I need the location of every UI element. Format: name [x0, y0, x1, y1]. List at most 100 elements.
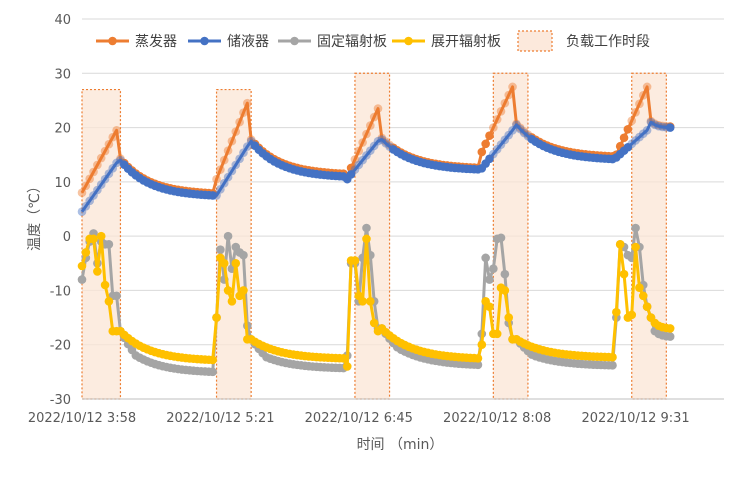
evaporator-point — [373, 104, 383, 113]
evaporator-point — [112, 125, 121, 135]
evaporator-point — [638, 91, 648, 100]
deployed-panel-point — [93, 267, 102, 276]
evaporator-point — [235, 117, 244, 127]
fixed-panel-point — [496, 233, 506, 243]
evaporator-point — [227, 136, 237, 146]
reservoir-point — [108, 163, 118, 173]
legend-label: 负载工作时段 — [566, 34, 650, 50]
fixed-panel-point — [489, 264, 498, 274]
fixed-panel-point — [239, 250, 248, 260]
deployed-panel-point — [339, 353, 348, 363]
reservoir-point — [96, 180, 106, 189]
evaporator-point — [508, 82, 517, 92]
evaporator-point — [619, 133, 629, 143]
reservoir-point — [638, 129, 648, 138]
reservoir-point — [227, 166, 237, 176]
reservoir-point — [235, 154, 244, 164]
deployed-panel-point — [77, 261, 87, 271]
y-tick-label: -10 — [50, 284, 71, 299]
reservoir-point — [354, 160, 364, 170]
evaporator-point — [366, 121, 375, 130]
evaporator-point — [93, 160, 102, 170]
reservoir-point — [642, 125, 652, 135]
deployed-panel-point — [100, 280, 110, 290]
fixed-panel-point — [77, 275, 87, 284]
reservoir-point — [623, 142, 633, 152]
evaporator-point — [362, 129, 371, 139]
x-tick-label: 2022/10/12 5:21 — [166, 411, 274, 426]
x-tick-label: 2022/10/12 3:58 — [28, 411, 136, 426]
legend-marker — [290, 36, 299, 46]
reservoir-point — [635, 132, 644, 142]
fixed-panel-point — [216, 245, 225, 255]
reservoir-point — [665, 123, 675, 132]
y-axis-label: 温度（℃） — [27, 179, 43, 251]
evaporator-point — [85, 174, 94, 184]
legend-label: 展开辐射板 — [431, 34, 501, 50]
reservoir-point — [93, 185, 102, 195]
evaporator-point — [354, 146, 364, 156]
fixed-panel-point — [104, 239, 114, 249]
reservoir-point — [658, 122, 667, 132]
evaporator-point — [485, 131, 494, 141]
evaporator-point — [216, 165, 225, 174]
y-tick-label: 0 — [63, 230, 71, 245]
fixed-panel-point — [631, 223, 640, 233]
deployed-panel-point — [473, 353, 483, 363]
deployed-panel-point — [208, 355, 218, 365]
reservoir-point — [508, 125, 517, 135]
reservoir-point — [500, 135, 510, 145]
reservoir-point — [85, 196, 94, 206]
fixed-panel-point — [608, 361, 617, 370]
reservoir-point — [519, 128, 529, 138]
deployed-panel-point — [608, 352, 617, 362]
reservoir-point — [81, 201, 91, 211]
load-period-bands — [81, 72, 667, 400]
legend-marker — [200, 36, 209, 46]
deployed-panel-point — [492, 329, 502, 339]
reservoir-point — [231, 160, 241, 170]
fixed-panel-point — [665, 332, 675, 341]
y-tick-label: 20 — [54, 122, 71, 137]
evaporator-point — [623, 124, 633, 134]
fixed-panel-point — [485, 275, 494, 284]
evaporator-point — [223, 146, 233, 155]
deployed-panel-point — [231, 258, 241, 268]
evaporator-point — [104, 139, 114, 149]
deployed-panel-point — [212, 313, 221, 322]
reservoir-point — [239, 148, 248, 157]
deployed-panel-point — [362, 234, 371, 244]
reservoir-point — [646, 117, 656, 127]
evaporator-point — [231, 127, 241, 136]
reservoir-point — [373, 136, 383, 146]
deployed-panel-point — [627, 310, 637, 320]
reservoir-point — [369, 141, 379, 151]
evaporator-point — [369, 112, 379, 122]
gridlines — [82, 18, 724, 346]
legend-marker — [404, 36, 413, 46]
evaporator-point — [89, 167, 98, 177]
deployed-panel-point — [366, 296, 375, 306]
y-tick-label: -30 — [50, 393, 71, 408]
reservoir-point — [362, 151, 371, 160]
deployed-panel-point — [615, 239, 625, 249]
y-tick-label: -20 — [50, 339, 71, 354]
reservoir-point — [515, 124, 525, 134]
evaporator-point — [504, 90, 514, 100]
deployed-panel-point — [342, 362, 352, 371]
deployed-panel-series — [77, 231, 675, 371]
reservoir-point — [631, 136, 640, 145]
evaporator-point — [243, 98, 252, 108]
evaporator-point — [496, 106, 506, 116]
reservoir-point — [100, 174, 110, 184]
deployed-panel-point — [642, 302, 652, 312]
series-layer — [77, 82, 675, 377]
evaporator-point — [635, 99, 644, 109]
reservoir-point — [212, 191, 221, 200]
deployed-panel-point — [219, 258, 229, 268]
reservoir-point — [366, 146, 375, 155]
deployed-panel-point — [477, 340, 487, 350]
deployed-panel-point — [369, 318, 379, 328]
reservoir-point — [492, 144, 502, 154]
